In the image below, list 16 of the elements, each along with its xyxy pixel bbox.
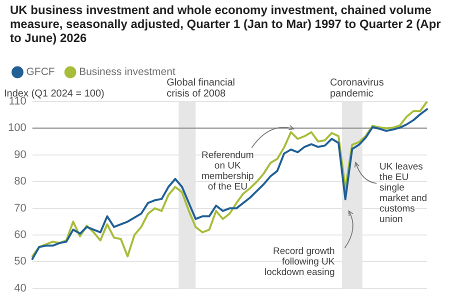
text: Global financial crisis of 2008: [166, 78, 236, 100]
legend-label: GFCF: [26, 66, 55, 78]
y-tick-label: 50: [14, 256, 26, 268]
y-tick-label: 110: [8, 96, 26, 108]
annotation: UK leaves the EU single market and customs union: [380, 161, 428, 225]
annotation: Record growth following UK lockdown easing: [264, 246, 336, 278]
y-tick-label: 80: [14, 176, 26, 188]
y-tick-label: 90: [14, 148, 26, 161]
chart-title: UK business investment and whole economy investment, chained volume measure, seasonally adjusted, Quarter 1 (Jan to Mar) 1997 to Quarter 2 (Apr to June) 2026: [9, 2, 442, 45]
annotation: Referendum on UK membership of the EU: [201, 150, 254, 192]
y-tick-label: 40: [14, 282, 26, 294]
text: Coronavirus pandemic: [330, 78, 384, 100]
y-tick-label: 100: [8, 122, 26, 134]
y-tick-label: 70: [14, 202, 26, 214]
y-tick-label: 60: [14, 229, 26, 242]
legend-label: Business investment: [79, 66, 176, 78]
